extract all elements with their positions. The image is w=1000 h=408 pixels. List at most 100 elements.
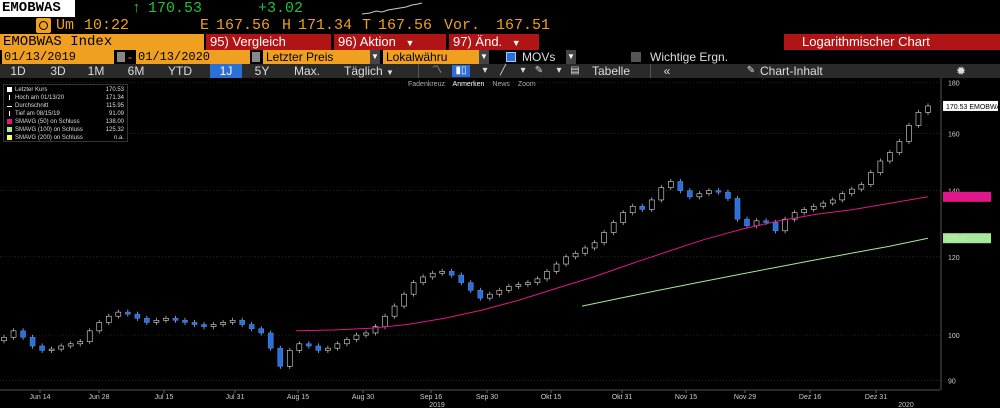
compare-button[interactable]: 95) Vergleich <box>206 34 331 50</box>
calendar-icon[interactable] <box>252 52 260 62</box>
action-label: Aktion <box>359 34 396 49</box>
candle <box>267 332 274 349</box>
candle <box>829 199 836 204</box>
chevron-down-icon[interactable]: ▾ <box>556 65 562 76</box>
candle <box>506 286 512 291</box>
candle <box>658 187 665 201</box>
start-date-field[interactable]: 01/13/2019 <box>2 50 114 64</box>
draw-tools-icon[interactable]: ✎ <box>534 65 544 76</box>
candle <box>791 212 798 220</box>
interval-select[interactable]: Täglich ▼ <box>336 64 402 78</box>
movs-checkbox[interactable] <box>506 52 516 62</box>
candle <box>687 190 693 198</box>
candle <box>696 193 703 198</box>
candle <box>220 322 226 325</box>
period-1m[interactable]: 1M <box>87 64 105 78</box>
candle <box>639 205 646 210</box>
annotate-tool[interactable]: Anmerken <box>452 81 485 88</box>
candle <box>163 317 169 321</box>
edit-label: Änd. <box>475 34 503 49</box>
table-button[interactable]: Tabelle <box>591 64 631 78</box>
price-label-box <box>943 233 991 244</box>
zoom-tool[interactable]: Zoom <box>517 81 536 88</box>
candle <box>105 315 112 323</box>
legend-label: SMAVG (50) on Schluss <box>15 119 80 125</box>
up-arrow-icon: ↑ <box>132 0 142 17</box>
calendar-icon[interactable] <box>117 52 125 62</box>
candle <box>763 220 769 223</box>
candle <box>858 184 865 190</box>
price-chart[interactable]: 90100120140160180170.53 EMOBWAS138.00125… <box>0 78 1000 408</box>
period-3d[interactable]: 3D <box>50 64 66 78</box>
period-max[interactable]: Max. <box>293 64 320 78</box>
candle <box>544 271 550 280</box>
chart-content-icon[interactable]: ✎ <box>746 65 756 76</box>
chevron-down-icon: ▼ <box>405 38 415 48</box>
legend-row: SMAVG (200) on Schluss n.a. <box>7 134 124 142</box>
candle <box>258 328 264 334</box>
period-ytd[interactable]: YTD <box>168 64 192 78</box>
candle <box>115 311 122 317</box>
x-tick-label: Aug 15 <box>287 394 309 401</box>
chart-style-icon[interactable]: ▤ <box>570 65 580 76</box>
currency-select[interactable]: Lokalwähru <box>383 50 479 64</box>
period-1j[interactable]: 1J <box>210 64 242 78</box>
compare-num: 95) <box>210 34 229 49</box>
chevron-down-icon[interactable]: ▼ <box>566 50 576 64</box>
candle <box>925 105 931 113</box>
chart-content-button[interactable]: Chart-Inhalt <box>760 64 823 78</box>
edit-num: 97) <box>453 34 472 49</box>
x-tick-label: Jul 31 <box>226 394 245 401</box>
chevron-down-icon[interactable]: ▾ <box>520 65 526 76</box>
legend-swatch <box>7 127 12 132</box>
ticker-field[interactable]: EMOBWAS <box>0 0 75 17</box>
interval-label: Täglich <box>344 64 383 78</box>
low-value: 167.56 <box>378 17 433 34</box>
candle <box>896 141 903 153</box>
draw-line-icon[interactable]: ╱ <box>499 65 507 76</box>
security-name[interactable]: EMOBWAS Index <box>0 34 204 50</box>
crosshair-tool[interactable]: Fadenkreuz <box>408 81 445 88</box>
chart-area[interactable]: 90100120140160180170.53 EMOBWAS138.00125… <box>0 78 1000 408</box>
events-label: Wichtige Ergn. <box>650 50 729 64</box>
x-tick-label: Jun 28 <box>88 394 109 401</box>
candle <box>325 347 331 351</box>
chevron-down-icon[interactable]: ▾ <box>482 65 488 76</box>
x-tick-label: Jun 14 <box>29 394 50 401</box>
price-type-select[interactable]: Letzter Preis <box>263 50 375 64</box>
x-tick-label: Sep 16 <box>420 394 442 401</box>
period-6m[interactable]: 6M <box>127 64 145 78</box>
gear-icon[interactable]: ✹ <box>955 64 967 78</box>
x-tick-label: Aug 30 <box>352 394 374 401</box>
quote-header: EMOBWAS ↑ 170.53 +3.02 <box>0 0 1000 17</box>
candle <box>201 324 207 327</box>
candle <box>306 343 312 347</box>
events-checkbox[interactable] <box>631 52 641 62</box>
candle <box>372 326 379 334</box>
legend-value: 171.34 <box>105 95 124 101</box>
candle <box>401 293 407 307</box>
candle <box>887 152 893 162</box>
action-button[interactable]: 96) Aktion ▼ <box>334 34 446 50</box>
low-label: T <box>362 17 372 34</box>
candle <box>172 317 179 321</box>
candle <box>677 181 684 191</box>
legend-row: Durchschnitt 115.95 <box>7 102 124 110</box>
candlestick-icon[interactable]: ▮▯ <box>452 65 470 77</box>
line-chart-icon[interactable]: 〽 <box>432 65 442 76</box>
candle <box>296 343 303 351</box>
period-5y[interactable]: 5Y <box>254 64 270 78</box>
period-1d[interactable]: 1D <box>10 64 26 78</box>
candle <box>801 209 807 213</box>
legend-row: Hoch am 01/13/20 171.34 <box>7 94 124 102</box>
collapse-icon[interactable]: « <box>663 64 671 78</box>
edit-button[interactable]: 97) Änd. ▼ <box>449 34 539 50</box>
candle <box>620 212 626 223</box>
news-tool[interactable]: News <box>492 81 510 88</box>
end-date-field[interactable]: 01/13/2020 <box>136 50 250 64</box>
candle <box>515 284 522 287</box>
chevron-down-icon[interactable]: ▼ <box>479 50 489 64</box>
x-tick-label: Okt 31 <box>612 394 633 401</box>
chevron-down-icon[interactable]: ▼ <box>370 50 380 64</box>
candle <box>382 315 388 327</box>
